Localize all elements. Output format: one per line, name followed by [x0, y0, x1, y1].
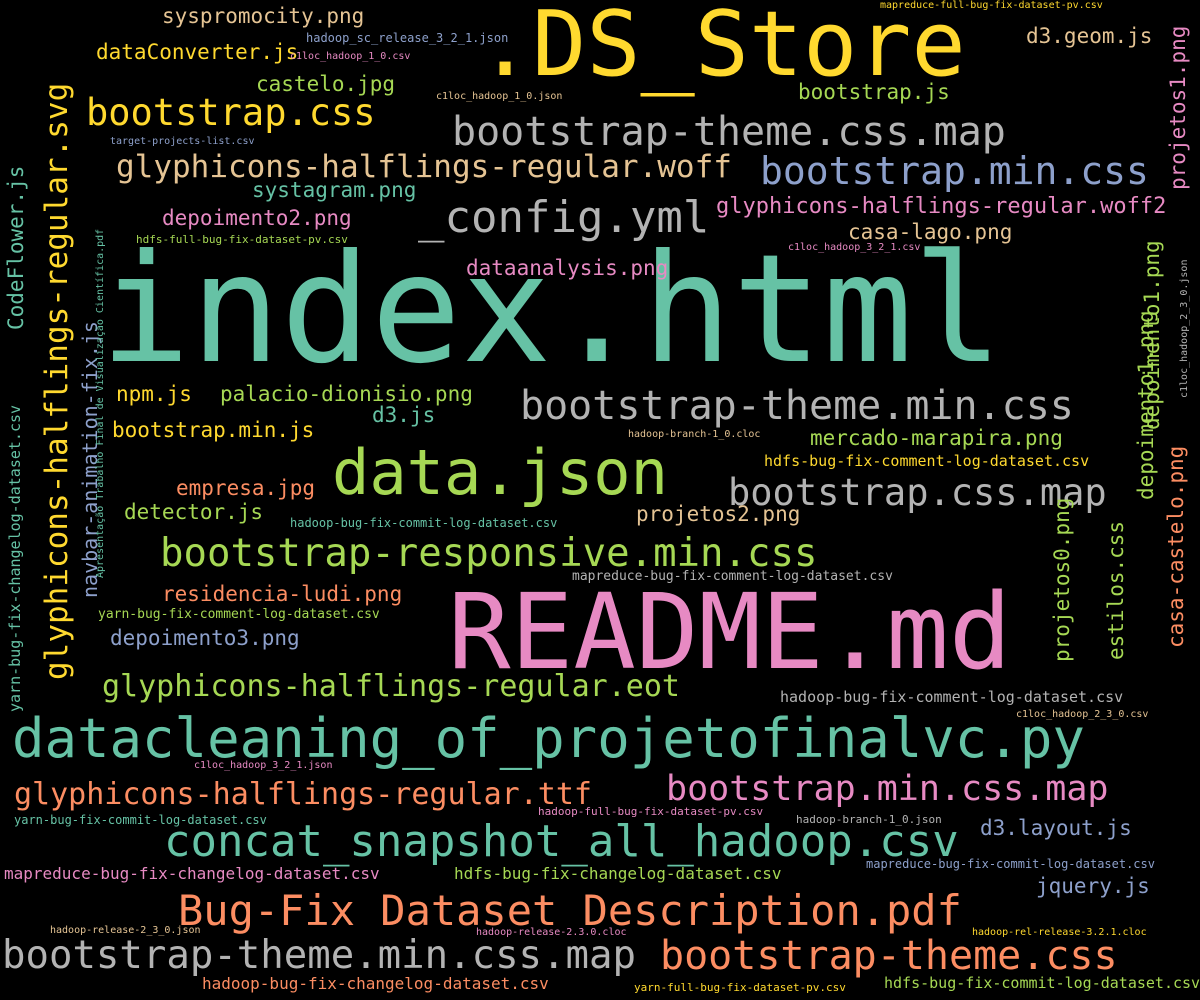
word-projetos1: projetos1.png: [1166, 25, 1190, 190]
word-c1loc-1-0-json: c1loc_hadoop_1_0.json: [436, 91, 563, 102]
word-bootstrap-theme-min-css: bootstrap-theme.min.css: [520, 383, 1074, 429]
word-codeflower: CodeFlower.js: [4, 165, 28, 330]
word-d3-js: d3.js: [372, 403, 436, 427]
word-mapreduce-commit-log: mapreduce-bug-fix-commit-log-dataset.csv: [866, 857, 1155, 871]
word-d3-layout: d3.layout.js: [980, 816, 1132, 840]
word-depoimento3: depoimento3.png: [110, 626, 300, 650]
word-casa-lago: casa-lago.png: [848, 220, 1013, 244]
word-hdfs-changelog: hdfs-bug-fix-changelog-dataset.csv: [454, 864, 782, 883]
word-bootstrap-min-css: bootstrap.min.css: [760, 149, 1149, 193]
word-c1loc-3-2-1-csv: c1loc_hadoop_3_2_1.csv: [788, 242, 921, 253]
word-yarn-full-pv: yarn-full-bug-fix-dataset-pv.csv: [634, 981, 846, 994]
word-dataanalysis: dataanalysis.png: [466, 256, 669, 280]
word-hdfs-comment-log: hdfs-bug-fix-comment-log-dataset.csv: [764, 452, 1090, 470]
word-hadoop-full-pv: hadoop-full-bug-fix-dataset-pv.csv: [538, 805, 764, 818]
word-syspromocity: syspromocity.png: [162, 4, 365, 28]
word-projetos2: projetos2.png: [636, 502, 801, 526]
word-hadoop-changelog: hadoop-bug-fix-changelog-dataset.csv: [202, 974, 549, 993]
word-mapreduce-comment-log: mapreduce-bug-fix-comment-log-dataset.cs…: [572, 569, 893, 584]
word-readme-md: README.md: [448, 571, 1012, 693]
word-dataconverter: dataConverter.js: [96, 40, 299, 64]
word-c1loc-1-0-csv: c1loc_hadoop_1_0.csv: [290, 51, 411, 62]
word-castelo: castelo.jpg: [256, 72, 396, 96]
word-c1loc-3-2-1-json: c1loc_hadoop_3_2_1.json: [194, 760, 333, 771]
word-glyphicons-ttf: glyphicons-halflings-regular.ttf: [14, 777, 592, 812]
word-bootstrap-responsive: bootstrap-responsive.min.css: [160, 531, 818, 576]
word-concat-snapshot: concat_snapshot_all_hadoop.csv: [164, 816, 959, 867]
word-bootstrap-min-js: bootstrap.min.js: [112, 418, 315, 442]
word-hadoop-branch-json: hadoop-branch-1_0.json: [796, 813, 942, 826]
word-yarn-comment-log: yarn-bug-fix-comment-log-dataset.csv: [98, 607, 380, 622]
word-yarn-commit-log: yarn-bug-fix-commit-log-dataset.csv: [14, 813, 267, 827]
word-bootstrap-theme-min-css-map: bootstrap-theme.min.css.map: [2, 933, 636, 978]
word-depoimento1-lower: depoimento1.png: [1134, 310, 1158, 500]
word-hdfs-full-pv: hdfs-full-bug-fix-dataset-pv.csv: [136, 233, 348, 246]
word-index-html: index.html: [100, 223, 1004, 397]
word-hdfs-commit-log: hdfs-bug-fix-commit-log-dataset.csv: [884, 974, 1200, 992]
word-glyphicons-svg: glyphicons-halflings-regular.svg: [39, 82, 75, 680]
word-datacleaning: datacleaning_of_projetofinalvc.py: [12, 707, 1085, 770]
word-mercado-marapira: mercado-marapira.png: [810, 426, 1063, 450]
word-hadoop-rel-release-cloc: hadoop-rel-release-3.2.1.cloc: [972, 927, 1147, 938]
word-hadoop-comment-log: hadoop-bug-fix-comment-log-dataset.csv: [780, 688, 1124, 706]
word-target-projects: target-projects-list.csv: [110, 136, 255, 147]
word-empresa: empresa.jpg: [176, 476, 316, 500]
word-residencia-ludi: residencia-ludi.png: [162, 582, 403, 606]
word-config-yml: _config.yml: [418, 192, 710, 243]
word-hadoop-commit-log: hadoop-bug-fix-commit-log-dataset.csv: [290, 516, 558, 530]
word-bootstrap-css: bootstrap.css: [86, 91, 376, 134]
word-bootstrap-min-css-map: bootstrap.min.css.map: [666, 769, 1109, 809]
word-bootstrap-js: bootstrap.js: [798, 80, 950, 104]
word-glyphicons-woff: glyphicons-halflings-regular.woff: [116, 149, 732, 185]
word-palacio-dionisio: palacio-dionisio.png: [220, 382, 473, 406]
word-bootstrap-css-map: bootstrap.css.map: [728, 471, 1107, 514]
word-data-json: data.json: [332, 436, 668, 509]
word-estilos: estilos.css: [1104, 520, 1128, 660]
word-npm-js: npm.js: [116, 382, 192, 406]
word-c1loc-2-3-0-csv: c1loc_hadoop_2_3_0.csv: [1016, 709, 1149, 720]
word-ds-store: .DS_Store: [478, 0, 966, 97]
word-bootstrap-theme-css: bootstrap-theme.css: [660, 933, 1118, 979]
word-glyphicons-woff2: glyphicons-halflings-regular.woff2: [716, 194, 1167, 219]
word-projetos0: projetos0.png: [1050, 497, 1074, 662]
word-hadoop-release-json: hadoop-release-2_3_0.json: [50, 925, 201, 936]
word-depoimento2: depoimento2.png: [162, 206, 352, 230]
word-hadoop-release-cloc: hadoop-release-2.3.0.cloc: [476, 927, 627, 938]
word-systagram: systagram.png: [252, 178, 417, 202]
word-bootstrap-theme-css-map: bootstrap-theme.css.map: [452, 109, 1006, 155]
word-detector: detector.js: [124, 500, 264, 524]
word-hadoop-branch-cloc: hadoop-branch-1_0.cloc: [628, 429, 761, 440]
word-glyphicons-eot: glyphicons-halflings-regular.eot: [102, 669, 680, 704]
word-casa-castelo: casa-castelo.png: [1164, 445, 1188, 648]
word-mapreduce-changelog: mapreduce-bug-fix-changelog-dataset.csv: [4, 864, 380, 883]
word-apresentacao: Apresentação Trabalho Final de Visualiza…: [95, 228, 106, 578]
word-d3-geom: d3.geom.js: [1026, 24, 1153, 48]
word-jquery: jquery.js: [1036, 874, 1150, 898]
word-yarn-changelog: yarn-bug-fix-changelog-dataset.csv: [6, 404, 24, 712]
word-mapreduce-full-pv: mapreduce-full-bug-fix-dataset-pv.csv: [880, 0, 1103, 11]
word-bugfix-description-pdf: Bug-Fix Dataset Description.pdf: [178, 886, 962, 935]
word-c1loc-2-3-0-json: c1loc_hadoop_2_3_0.json: [1179, 259, 1190, 398]
word-hadoop-sc-release: hadoop_sc_release_3_2_1.json: [306, 31, 509, 45]
